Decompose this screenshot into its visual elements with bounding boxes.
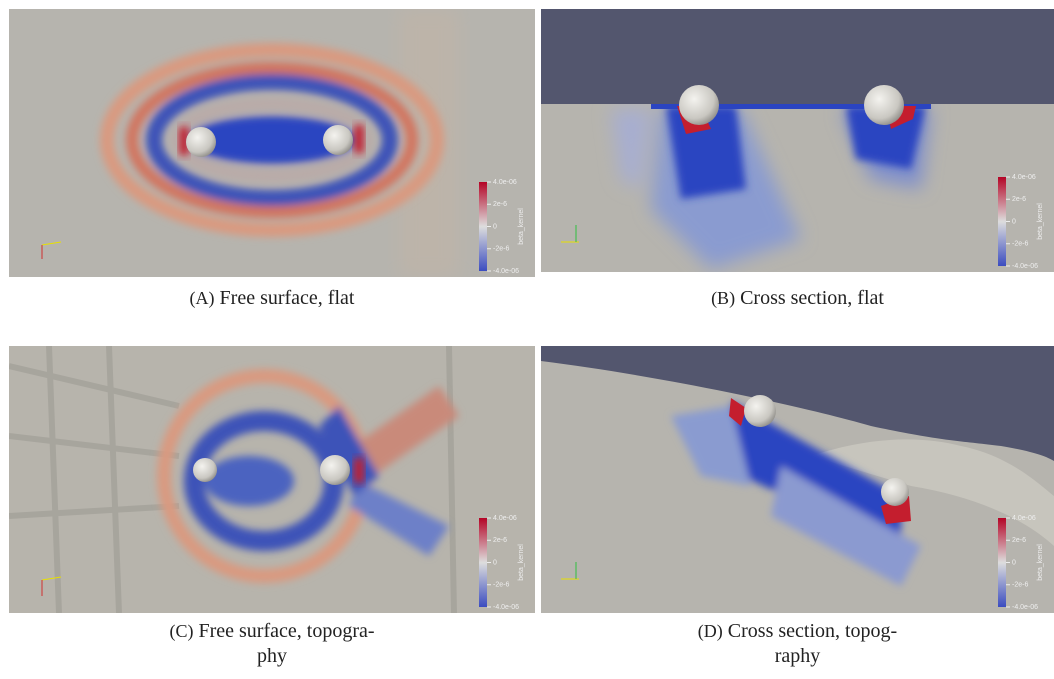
colorbar-tick-label: -4.0e-06 xyxy=(1012,263,1038,270)
caption-text: Free surface, topogra- xyxy=(198,620,374,642)
colorbar-tick-label: 4.0e-06 xyxy=(1012,515,1036,522)
colorbar-tick-label: 0 xyxy=(1012,559,1016,566)
caption-text: Free surface, flat xyxy=(220,287,355,309)
colorbar-title: beta_kernel xyxy=(1037,203,1044,240)
colorbar-tick-label: -2e-6 xyxy=(493,246,509,253)
colorbar-tick-label: -4.0e-06 xyxy=(493,604,519,611)
colorbar-tick-label: 0 xyxy=(493,559,497,566)
colorbar-tick-label: 4.0e-06 xyxy=(493,515,517,522)
colorbar-tick-label: 2e-6 xyxy=(1012,537,1026,544)
caption-text: Cross section, topog- xyxy=(728,620,897,642)
caption-text: Cross section, flat xyxy=(740,287,884,309)
colorbar-tick-label: 2e-6 xyxy=(1012,196,1026,203)
colorbar-tick-label: -2e-6 xyxy=(493,582,509,589)
colorbar-tick-label: 4.0e-06 xyxy=(493,179,517,186)
page: 4.0e-06 2e-6 0 -2e-6 -4.0e-06 beta_kernel 4.0… xyxy=(0,0,1054,679)
colorbar-title: beta_kernel xyxy=(518,208,525,245)
colorbar-tick-label: 0 xyxy=(493,223,497,230)
caption-label: (D) xyxy=(698,621,723,641)
caption-label: (B) xyxy=(711,288,735,308)
colorbar-tick-label: 2e-6 xyxy=(493,537,507,544)
caption-text: phy xyxy=(257,645,287,667)
colorbar-tick-label: -4.0e-06 xyxy=(1012,604,1038,611)
colorbar-tick-label: 2e-6 xyxy=(493,201,507,208)
colorbar-tick-label: 0 xyxy=(1012,218,1016,225)
panel-image: 4.0e-06 2e-6 0 -2e-6 -4.0e-06 beta_kernel xyxy=(9,346,535,613)
caption-label: (A) xyxy=(190,288,215,308)
caption: (A) Free surface, flat xyxy=(9,286,535,311)
colorbar-title: beta_kernel xyxy=(1037,544,1044,581)
colorbar-tick-label: -2e-6 xyxy=(1012,241,1028,248)
caption-text: raphy xyxy=(775,645,821,667)
colorbar-tick-label: 4.0e-06 xyxy=(1012,174,1036,181)
colorbar-tick-label: -4.0e-06 xyxy=(493,268,519,275)
colorbar xyxy=(998,177,1006,266)
colorbar xyxy=(479,518,487,607)
caption: (D) Cross section, topog-raphy xyxy=(541,619,1054,669)
caption-label: (C) xyxy=(169,621,193,641)
panel-image: 4.0e-06 2e-6 0 -2e-6 -4.0e-06 beta_kernel xyxy=(9,9,535,277)
colorbar-title: beta_kernel xyxy=(518,544,525,581)
colorbar xyxy=(998,518,1006,607)
caption: (B) Cross section, flat xyxy=(541,286,1054,311)
colorbar xyxy=(479,182,487,271)
panel-image: 4.0e-06 2e-6 0 -2e-6 -4.0e-06 beta_kernel xyxy=(541,346,1054,613)
caption: (C) Free surface, topogra-phy xyxy=(9,619,535,669)
colorbar-tick-label: -2e-6 xyxy=(1012,582,1028,589)
panel-image: 4.0e-06 2e-6 0 -2e-6 -4.0e-06 beta_kernel xyxy=(541,9,1054,272)
